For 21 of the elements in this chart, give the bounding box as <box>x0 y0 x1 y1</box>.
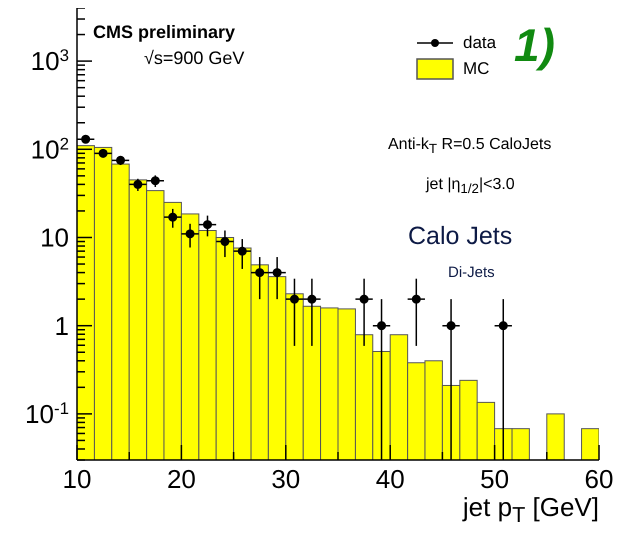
annotation: CMS preliminary <box>93 22 236 43</box>
annotation: 1) <box>514 18 555 72</box>
y-tick-label: 10$^{-1}$ <box>25 398 69 429</box>
x-tick-label: 30 <box>271 464 300 494</box>
legend-label: MC <box>463 59 490 79</box>
y-tick-label: 1 <box>54 310 69 341</box>
x-tick-label: 40 <box>376 464 405 494</box>
legend-label: data <box>463 33 496 53</box>
annotation: Di-Jets <box>448 264 495 281</box>
x-tick-label: 50 <box>480 464 510 494</box>
x-tick-label: 20 <box>166 464 196 494</box>
annotation: √s=900 GeV <box>144 48 244 69</box>
x-tick-label: 60 <box>584 464 614 494</box>
y-tick-label: 10$^{3}$ <box>30 46 69 76</box>
annotation: Calo Jets <box>408 222 512 251</box>
annotation: Anti-k$_{T}$ R=0.5 CaloJets <box>388 136 552 156</box>
x-axis-title: jet p$_{T}$ [GeV] <box>462 492 599 528</box>
y-tick-label: 10 <box>40 222 69 253</box>
annotation: jet |η$_{1/2}$|<3.0 <box>426 176 515 196</box>
x-tick-label: 10 <box>62 464 92 494</box>
y-tick-label: 10$^{2}$ <box>30 134 69 164</box>
